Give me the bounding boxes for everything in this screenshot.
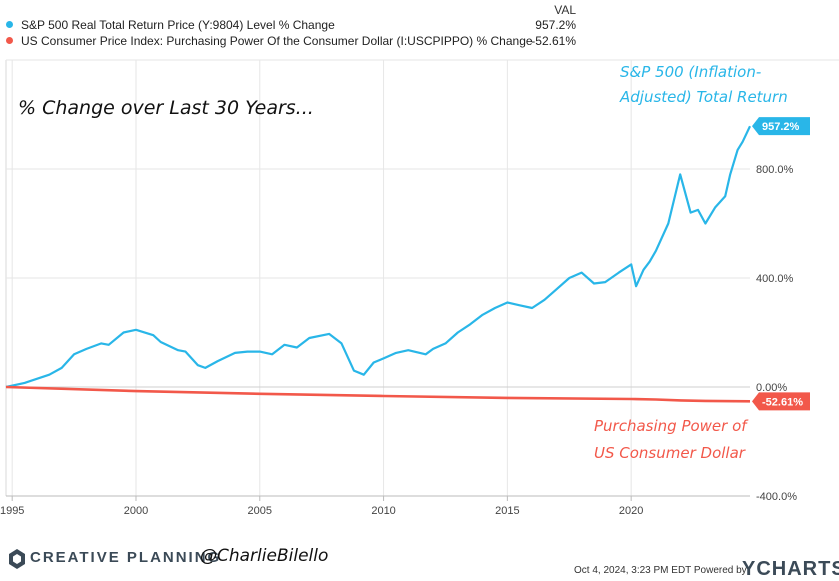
legend-value-sp500: 957.2% [535,18,576,32]
x-tick-label: 2000 [124,505,148,517]
series-group: 957.2% -52.61% [5,117,810,411]
annotation-sp500-line2: Adjusted) Total Return [619,88,788,106]
end-tag-1 [752,392,810,411]
brand-name: CREATIVE PLANNING [30,549,222,566]
x-tick-label: 1995 [0,505,24,517]
x-tick-label: 2015 [495,505,519,517]
timestamp: Oct 4, 2024, 3:23 PM EDT Powered by [574,565,747,576]
annotation-main: % Change over Last 30 Years... [18,97,314,119]
creative-planning-logo-icon [9,549,25,569]
end-value-label-0: 957.2% [762,121,800,133]
legend-item-sp500[interactable]: S&P 500 Real Total Return Price (Y:9804)… [6,18,335,34]
axes: 1995 2000 2005 2010 2015 2020 800.0% 400.0% 0.00… [0,164,797,517]
author-handle: @CharlieBilello [200,546,329,566]
x-tick-label: 2020 [619,505,643,517]
legend-dot-sp500 [6,21,13,28]
annotation-dollar-line1: Purchasing Power of [594,417,749,435]
series-line-1 [5,385,751,403]
y-tick-label: -400.0% [756,491,797,503]
y-tick-label: 400.0% [756,273,794,285]
legend-value-header: VAL [554,3,576,17]
y-tick-label: 0.00% [756,382,787,394]
y-tick-label: 800.0% [756,164,794,176]
legend: VAL S&P 500 Real Total Return Price (Y:9… [0,0,839,52]
legend-value-cpi: -52.61% [531,34,576,48]
legend-dot-cpi [6,37,13,44]
ycharts-logo: YCHARTS [742,558,839,580]
x-tick-label: 2010 [371,505,395,517]
legend-label-cpi: US Consumer Price Index: Purchasing Powe… [21,34,533,48]
series-line-0 [5,125,751,389]
end-value-label-1: -52.61% [762,396,803,408]
x-tick-label: 2005 [248,505,272,517]
annotation-dollar-line2: US Consumer Dollar [594,444,746,462]
legend-item-cpi[interactable]: US Consumer Price Index: Purchasing Powe… [6,34,533,50]
annotations: % Change over Last 30 Years... S&P 500 (… [18,63,788,462]
end-tag-0 [752,117,810,136]
annotation-sp500-line1: S&P 500 (Inflation- [620,63,761,81]
legend-label-sp500: S&P 500 Real Total Return Price (Y:9804)… [21,18,335,32]
